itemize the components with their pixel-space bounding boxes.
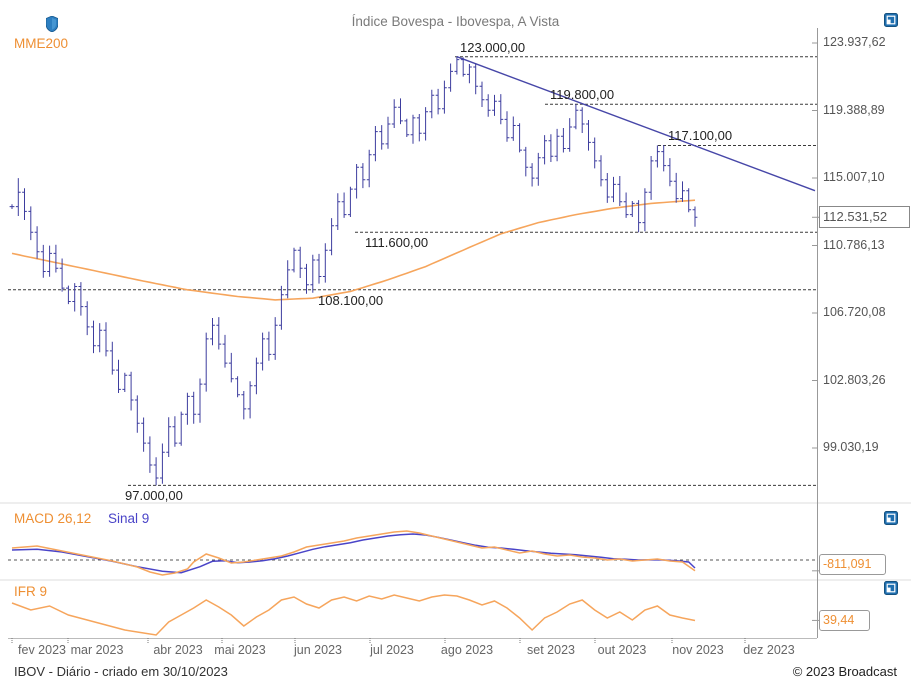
copyright: © 2023 Broadcast xyxy=(792,664,897,679)
expand-ifr-panel-icon[interactable] xyxy=(884,581,898,595)
mme200-line xyxy=(11,199,696,301)
level-label: 111.600,00 xyxy=(365,235,429,251)
y-axis-tick-label: 102.803,26 xyxy=(823,372,886,387)
month-label: abr 2023 xyxy=(153,643,203,657)
month-label: mai 2023 xyxy=(214,643,266,657)
level-label: 123.000,00 xyxy=(460,39,526,55)
y-axis-tick-label: 106.720,08 xyxy=(823,305,886,319)
month-label: nov 2023 xyxy=(672,643,724,657)
expand-macd-panel-icon[interactable] xyxy=(884,511,898,525)
ifr-line xyxy=(11,594,696,636)
chart-description: IBOV - Diário - criado em 30/10/2023 xyxy=(14,664,228,679)
y-axis-tick-label: 99.030,19 xyxy=(823,440,879,454)
level-label: 119.800,00 xyxy=(550,87,615,103)
month-label: set 2023 xyxy=(527,643,575,657)
sinal-line xyxy=(11,533,696,574)
shield-icon xyxy=(46,16,58,32)
month-label: fev 2023 xyxy=(18,643,66,657)
macd-label: MACD 26,12 xyxy=(14,511,92,526)
resistance-trend-line xyxy=(456,56,816,192)
sinal-label: Sinal 9 xyxy=(108,511,150,526)
level-label: 108.100,00 xyxy=(318,292,384,308)
month-label: mar 2023 xyxy=(70,643,124,657)
ifr-label: IFR 9 xyxy=(14,584,48,599)
month-label: jun 2023 xyxy=(294,643,342,657)
month-label: out 2023 xyxy=(597,643,647,657)
month-label: jul 2023 xyxy=(370,643,414,657)
price-bars xyxy=(9,56,698,486)
level-label: 97.000,00 xyxy=(125,488,183,504)
last-price-box: 112.531,52 xyxy=(819,206,910,228)
chart-title: Índice Bovespa - Ibovespa, A Vista xyxy=(351,14,560,29)
macd-line xyxy=(11,530,696,576)
month-label: dez 2023 xyxy=(743,643,795,657)
y-axis-tick-label: 123.937,62 xyxy=(823,35,886,49)
mme200-label: MME200 xyxy=(14,36,69,51)
ifr-value-box: 39,44 xyxy=(819,610,870,631)
level-label: 117.100,00 xyxy=(668,128,733,144)
expand-main-panel-icon[interactable] xyxy=(884,13,898,27)
y-axis-tick-label: 110.786,13 xyxy=(823,237,885,252)
month-label: ago 2023 xyxy=(440,643,494,657)
y-axis-tick-label: 115.007,10 xyxy=(823,170,885,184)
macd-value-box: -811,091 xyxy=(819,554,886,575)
y-axis-tick-label: 119.388,89 xyxy=(823,102,885,117)
